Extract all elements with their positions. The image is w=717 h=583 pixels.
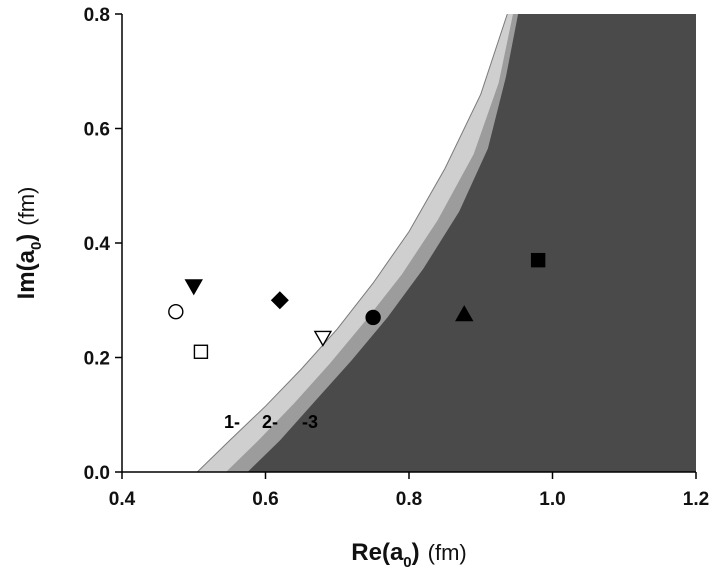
y-ticks: 0.0 0.2 0.4 0.6 0.8: [84, 5, 122, 484]
x-tick-label: 0.6: [252, 489, 278, 510]
data-point-square-open: [193, 344, 209, 359]
data-point-square-filled: [530, 252, 546, 268]
y-axis-title: Im(a0)(fm): [13, 187, 45, 300]
data-point-circle-filled: [365, 309, 381, 326]
y-tick-label: 0.6: [84, 120, 110, 141]
data-points: [168, 252, 546, 359]
y-tick-label: 0.8: [84, 5, 110, 26]
data-point-diamond-filled: [270, 291, 289, 310]
x-axis-title: Re(a0) (fm): [351, 539, 466, 571]
region-labels: 1- 2- -3: [224, 412, 318, 432]
data-point-triangle-down-open: [313, 330, 333, 347]
region-label-2: 2-: [262, 412, 278, 432]
region-3: [247, 14, 696, 472]
y-tick-label: 0.4: [84, 234, 111, 255]
x-tick-label: 1.2: [683, 489, 709, 510]
region-label-3: -3: [302, 412, 318, 432]
x-tick-label: 0.8: [396, 489, 422, 510]
data-point-triangle-down-filled: [184, 279, 203, 296]
x-tick-label: 0.4: [109, 489, 136, 510]
data-point-triangle-up-filled: [455, 305, 474, 322]
stability-regions: [196, 14, 696, 472]
y-tick-label: 0.2: [84, 349, 110, 370]
x-ticks: 0.4 0.6 0.8 1.0 1.2: [109, 472, 709, 510]
x-tick-label: 1.0: [539, 489, 565, 510]
y-tick-label: 0.0: [84, 463, 110, 484]
data-point-circle-open: [168, 304, 184, 320]
region-label-1: 1-: [224, 412, 240, 432]
boundary-line: [196, 14, 508, 472]
